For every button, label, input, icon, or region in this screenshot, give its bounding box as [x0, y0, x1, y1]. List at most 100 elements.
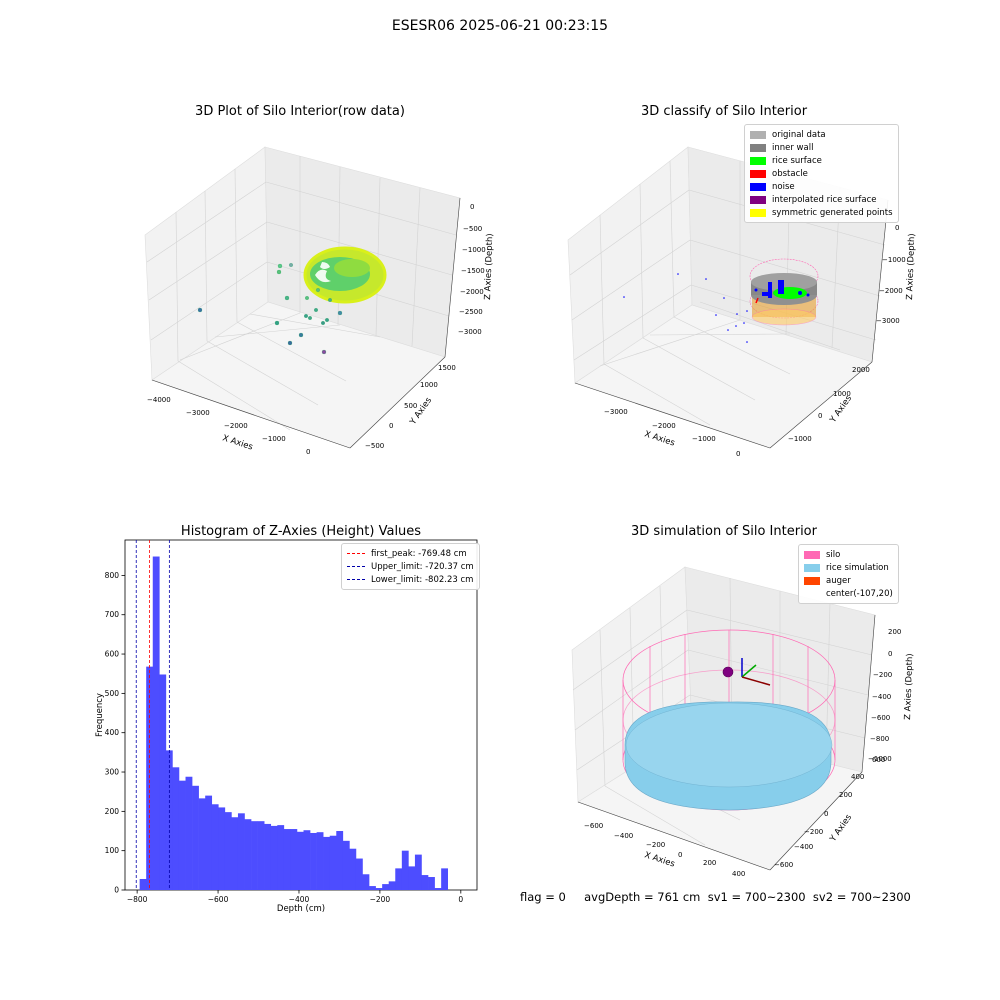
- histogram-ylabel: Frequency: [95, 693, 105, 737]
- histogram-bar: [231, 817, 239, 890]
- legend-label: original data: [772, 129, 826, 140]
- histogram-bar: [146, 666, 154, 890]
- legend-label: Upper_limit: -720.37 cm: [371, 561, 474, 572]
- panel1-axes-ticks: −4000 −3000 −2000 −1000 0 −500 0 500 100…: [147, 197, 486, 456]
- histogram-bar: [323, 836, 331, 890]
- legend-item-original-data: original data: [750, 128, 893, 141]
- histogram-bar: [408, 866, 416, 890]
- histogram-vlines: [135, 540, 170, 890]
- histogram-ytick-label: 600: [105, 650, 120, 659]
- histogram-bar: [428, 877, 435, 890]
- panel4-ztick: 0: [888, 650, 892, 658]
- histogram-bar: [401, 850, 409, 890]
- panel2-3d-plot: −3000 −2000 −1000 0 −1000 0 1000 2000 −3…: [567, 146, 917, 458]
- panel1-xlabel: X Axies: [221, 433, 254, 452]
- histogram-xtick-label: −600: [208, 895, 229, 904]
- histogram-bar: [257, 821, 265, 890]
- panel2-xtick: −2000: [652, 422, 676, 430]
- panel4-rice-simulation: [624, 701, 833, 811]
- histogram-xtick-label: −800: [127, 895, 148, 904]
- histogram-ytick-label: 500: [105, 689, 120, 698]
- histogram-bar: [277, 825, 285, 890]
- legend-label: symmetric generated points: [772, 207, 893, 218]
- histogram-bar: [342, 840, 350, 890]
- panel1-3d-plot: −4000 −3000 −2000 −1000 0 −500 0 500 100…: [144, 146, 495, 456]
- panel1-ztick: 0: [470, 203, 474, 211]
- histogram-ytick-label: 100: [105, 846, 120, 855]
- histogram-bar: [290, 829, 298, 890]
- legend-item-silo: silo: [804, 548, 893, 561]
- legend-item-center: center(-107,20): [804, 587, 893, 600]
- panel4-ztick: 200: [888, 628, 901, 636]
- legend-label: rice simulation: [826, 562, 889, 573]
- legend-item-rice-surface: rice surface: [750, 154, 893, 167]
- panel2-xtick: 0: [736, 450, 740, 458]
- histogram-legend: first_peak: -769.48 cm Upper_limit: -720…: [341, 543, 480, 590]
- histogram-bar: [382, 884, 390, 890]
- histogram-ytick-label: 300: [105, 768, 120, 777]
- histogram-bar: [296, 831, 304, 890]
- histogram-bar: [159, 674, 167, 890]
- histogram-bar: [414, 854, 422, 890]
- panel4-ytick: −600: [774, 861, 793, 869]
- histogram-bar: [336, 831, 344, 890]
- panel1-xtick: −3000: [186, 409, 210, 417]
- histogram-xlabel: Depth (cm): [277, 904, 325, 914]
- panel4-ytick: −400: [794, 843, 813, 851]
- histogram-xtick-label: −200: [370, 895, 391, 904]
- histogram-bar: [441, 868, 448, 890]
- histogram-bar: [421, 875, 429, 890]
- histogram-bar: [244, 819, 252, 890]
- histogram-bar: [349, 848, 357, 890]
- histogram-bar: [178, 780, 186, 890]
- histogram-xtick-label: −400: [289, 895, 310, 904]
- figure-title: ESESR06 2025-06-21 00:23:15: [391, 18, 609, 34]
- panel4-ytick: 400: [851, 773, 864, 781]
- histogram-bars: [139, 556, 448, 890]
- histogram-ytick-label: 200: [105, 807, 120, 816]
- histogram-ytick-label: 400: [105, 728, 120, 737]
- histogram-bar: [218, 807, 226, 890]
- histogram-bar: [329, 835, 337, 890]
- panel2-ytick: 2000: [852, 366, 870, 374]
- histogram-bar: [388, 881, 396, 890]
- legend-item-first-peak: first_peak: -769.48 cm: [347, 547, 474, 560]
- panel1-xtick: −4000: [147, 396, 171, 404]
- panel1-ytick: 1500: [438, 364, 456, 372]
- legend-label: interpolated rice surface: [772, 194, 877, 205]
- panel4-xtick: −400: [614, 832, 633, 840]
- legend-item-upper-limit: Upper_limit: -720.37 cm: [347, 560, 474, 573]
- panel1-ylabel: Y Axies: [408, 395, 435, 427]
- panel2-legend: original data inner wall rice surface ob…: [744, 124, 899, 223]
- panel4-title: 3D simulation of Silo Interior: [631, 524, 817, 539]
- legend-item-obstacle: obstacle: [750, 167, 893, 180]
- histogram-chart: −800 −600 −400 −200 0 0 100 200 300 400 500 600 700…: [95, 539, 478, 914]
- panel4-axes-ticks: −600 −400 −200 0 200 400 −600 −400 −200 …: [577, 614, 901, 878]
- histogram-bar: [198, 798, 206, 890]
- legend-label: rice surface: [772, 155, 822, 166]
- panel1-scatter-points: [197, 263, 343, 355]
- histogram-ytick-label: 700: [105, 610, 120, 619]
- panel4-xtick: 400: [732, 870, 745, 878]
- panel2-ztick: 0: [895, 224, 899, 232]
- panel1-xtick: 0: [306, 448, 310, 456]
- histogram-bar: [211, 804, 219, 890]
- panel2-xtick: −1000: [692, 435, 716, 443]
- histogram-bar: [237, 813, 245, 890]
- histogram-bar: [316, 832, 324, 890]
- panel4-zlabel: Z Axies (Depth): [903, 653, 915, 720]
- panel2-classified-points: [623, 258, 819, 343]
- histogram-yticks: 0 100 200 300 400 500 600 700 800: [105, 571, 125, 895]
- panel4-ztick: −400: [872, 693, 891, 701]
- panel2-ytick: 0: [818, 412, 822, 420]
- panel2-ztick: −3000: [876, 317, 900, 325]
- panel4-axis-triad: [722, 658, 771, 686]
- panel1-ztick: −2500: [459, 308, 483, 316]
- histogram-bar: [283, 829, 291, 890]
- histogram-ytick-label: 0: [114, 886, 119, 895]
- histogram-bar: [395, 868, 403, 890]
- panel1-ytick: 1000: [420, 381, 438, 389]
- panel4-ytick: 0: [824, 810, 828, 818]
- legend-label: first_peak: -769.48 cm: [371, 548, 467, 559]
- panel4-ytick: 600: [872, 756, 885, 764]
